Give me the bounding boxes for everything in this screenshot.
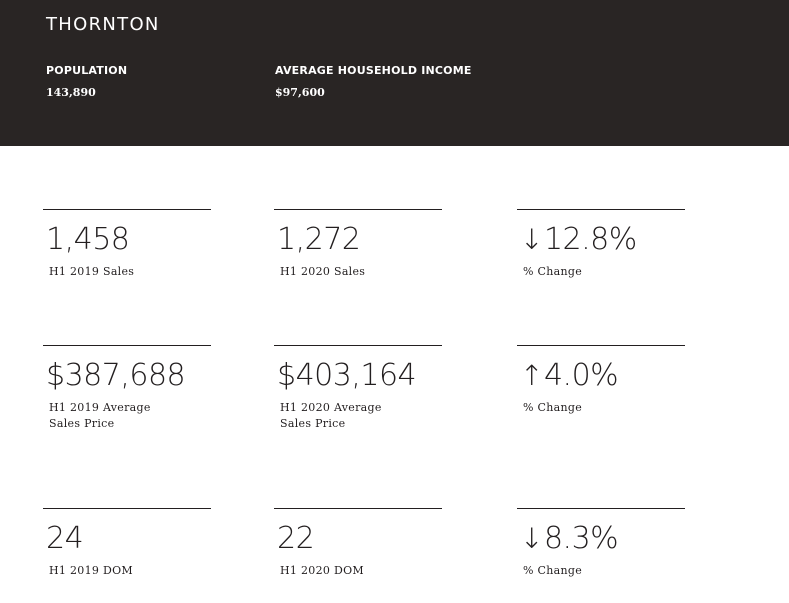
stat-card-2019-sales: 1,458 H1 2019 Sales (43, 209, 211, 278)
income-value: $97,600 (275, 86, 325, 99)
stat-label-2019-price-line1: H1 2019 Average (49, 401, 151, 414)
stat-label-2020-price-line2: Sales Price (280, 417, 346, 430)
stat-value-2019-price: $387,688 (46, 358, 186, 393)
stat-card-sales-change: ↓12.8% % Change (517, 209, 685, 278)
arrow-up-icon: ↑ (520, 359, 543, 392)
city-header: THORNTON POPULATION 143,890 AVERAGE HOUS… (0, 0, 789, 146)
stat-label-2020-price-line1: H1 2020 Average (280, 401, 382, 414)
stat-label-2020-dom: H1 2020 DOM (280, 564, 364, 577)
stat-card-2019-price: $387,688 H1 2019 Average Sales Price (43, 345, 211, 430)
stat-card-price-change: ↑4.0% % Change (517, 345, 685, 414)
arrow-down-icon: ↓ (520, 223, 543, 256)
stat-card-2020-sales: 1,272 H1 2020 Sales (274, 209, 442, 278)
population-label: POPULATION (46, 64, 128, 77)
stat-card-dom-change: ↓8.3% % Change (517, 508, 685, 577)
stat-card-2019-dom: 24 H1 2019 DOM (43, 508, 211, 577)
income-label: AVERAGE HOUSEHOLD INCOME (275, 64, 472, 77)
sales-change-percent: 12.8% (543, 222, 637, 257)
stat-card-2020-dom: 22 H1 2020 DOM (274, 508, 442, 577)
stat-label-2020-price: H1 2020 Average Sales Price (280, 400, 430, 432)
stat-value-2020-dom: 22 (277, 521, 315, 556)
price-change-percent: 4.0% (543, 358, 619, 393)
stat-label-2019-price: H1 2019 Average Sales Price (49, 400, 199, 432)
stat-value-sales-change: ↓12.8% (520, 222, 637, 257)
arrow-down-icon: ↓ (520, 522, 543, 555)
stat-value-2020-price: $403,164 (277, 358, 417, 393)
stat-card-2020-price: $403,164 H1 2020 Average Sales Price (274, 345, 442, 430)
population-value: 143,890 (46, 86, 96, 99)
stat-label-2019-price-line2: Sales Price (49, 417, 115, 430)
stat-label-2019-sales: H1 2019 Sales (49, 265, 135, 278)
stat-label-sales-change: % Change (523, 265, 583, 278)
stat-value-2019-sales: 1,458 (46, 222, 130, 257)
stat-label-dom-change: % Change (523, 564, 583, 577)
stat-value-2019-dom: 24 (46, 521, 84, 556)
stat-value-2020-sales: 1,272 (277, 222, 361, 257)
stat-value-price-change: ↑4.0% (520, 358, 619, 393)
stat-label-2019-dom: H1 2019 DOM (49, 564, 133, 577)
dom-change-percent: 8.3% (543, 521, 619, 556)
stat-label-2020-sales: H1 2020 Sales (280, 265, 366, 278)
city-title: THORNTON (46, 14, 160, 35)
stat-label-price-change: % Change (523, 401, 583, 414)
stat-value-dom-change: ↓8.3% (520, 521, 619, 556)
